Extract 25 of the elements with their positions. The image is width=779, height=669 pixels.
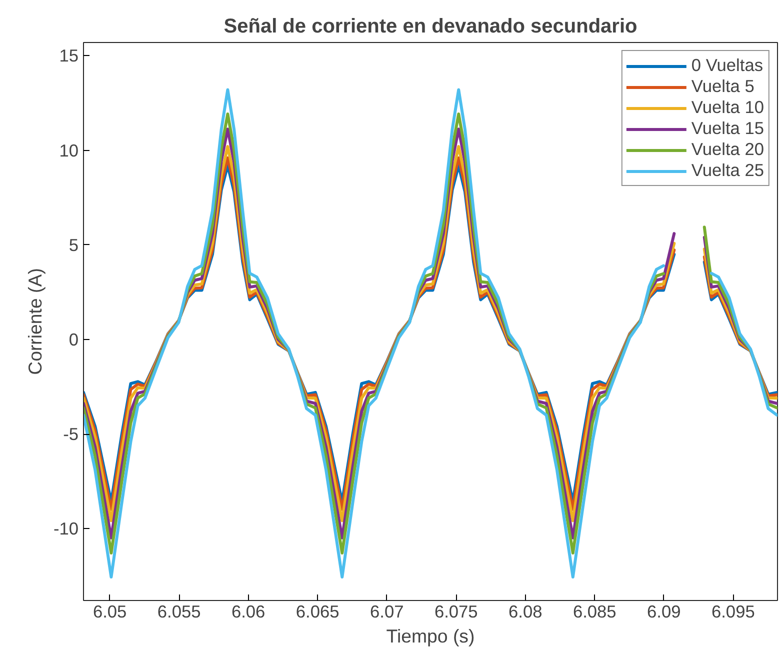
x-tick-label: 6.085 bbox=[572, 602, 616, 622]
y-tick-label: 10 bbox=[59, 140, 79, 160]
legend-label: Vuelta 15 bbox=[691, 118, 764, 139]
x-tick-label: 6.08 bbox=[508, 602, 542, 622]
legend-label: Vuelta 10 bbox=[691, 97, 764, 118]
y-axis-title: Corriente (A) bbox=[24, 268, 46, 375]
x-tick-label: 6.06 bbox=[231, 602, 266, 622]
x-tick-label: 6.095 bbox=[711, 602, 755, 622]
legend-label: 0 Vueltas bbox=[691, 55, 764, 76]
y-tick-label: -10 bbox=[53, 518, 78, 539]
y-tick-label: -5 bbox=[63, 424, 79, 444]
x-tick-label: 6.07 bbox=[370, 602, 404, 622]
legend-label: Vuelta 5 bbox=[691, 76, 754, 97]
y-tick-label: 5 bbox=[68, 234, 79, 255]
x-tick-label: 6.075 bbox=[434, 602, 478, 622]
y-tick-label: 0 bbox=[68, 329, 79, 350]
chart-title: Señal de corriente en devanado secundario bbox=[224, 16, 638, 38]
x-tick-label: 6.09 bbox=[647, 602, 681, 622]
x-axis-title: Tiempo (s) bbox=[386, 626, 475, 646]
legend-label: Vuelta 20 bbox=[691, 139, 764, 160]
x-tick-label: 6.065 bbox=[296, 602, 340, 622]
legend-label: Vuelta 25 bbox=[691, 160, 764, 181]
x-tick-label: 6.05 bbox=[92, 602, 127, 622]
x-tick-label: 6.055 bbox=[157, 602, 201, 622]
y-tick-label: 15 bbox=[59, 46, 79, 66]
